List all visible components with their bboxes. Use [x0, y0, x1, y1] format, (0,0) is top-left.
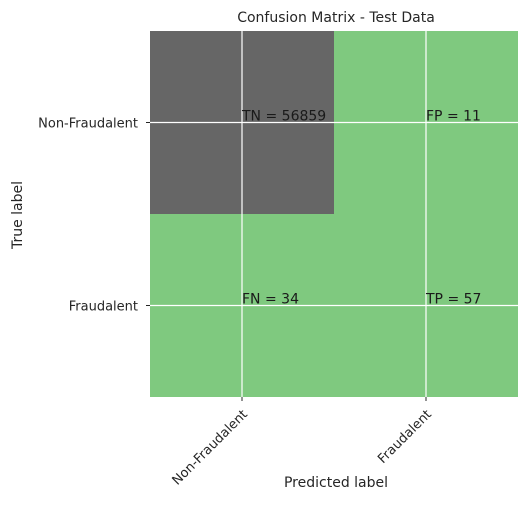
y-tick-label: Fraudalent — [69, 300, 138, 315]
y-tick-labels: Non-Fraudalent Fraudalent — [38, 117, 150, 315]
cell-value-label: FN = 34 — [242, 292, 299, 308]
x-axis-label: Predicted label — [284, 475, 388, 491]
x-tick-label: Non-Fraudalent — [170, 407, 251, 488]
y-axis-label: True label — [10, 181, 26, 250]
x-tick-label: Fraudalent — [375, 407, 435, 467]
plot-area: TN = 56859 FP = 11 FN = 34 TP = 57 — [150, 31, 518, 397]
cell-value-label: TP = 57 — [425, 292, 481, 308]
chart-title: Confusion Matrix - Test Data — [237, 10, 435, 26]
cell-value-label: FP = 11 — [426, 109, 481, 125]
cell-value-label: TN = 56859 — [241, 109, 326, 125]
y-tick-label: Non-Fraudalent — [38, 117, 138, 132]
